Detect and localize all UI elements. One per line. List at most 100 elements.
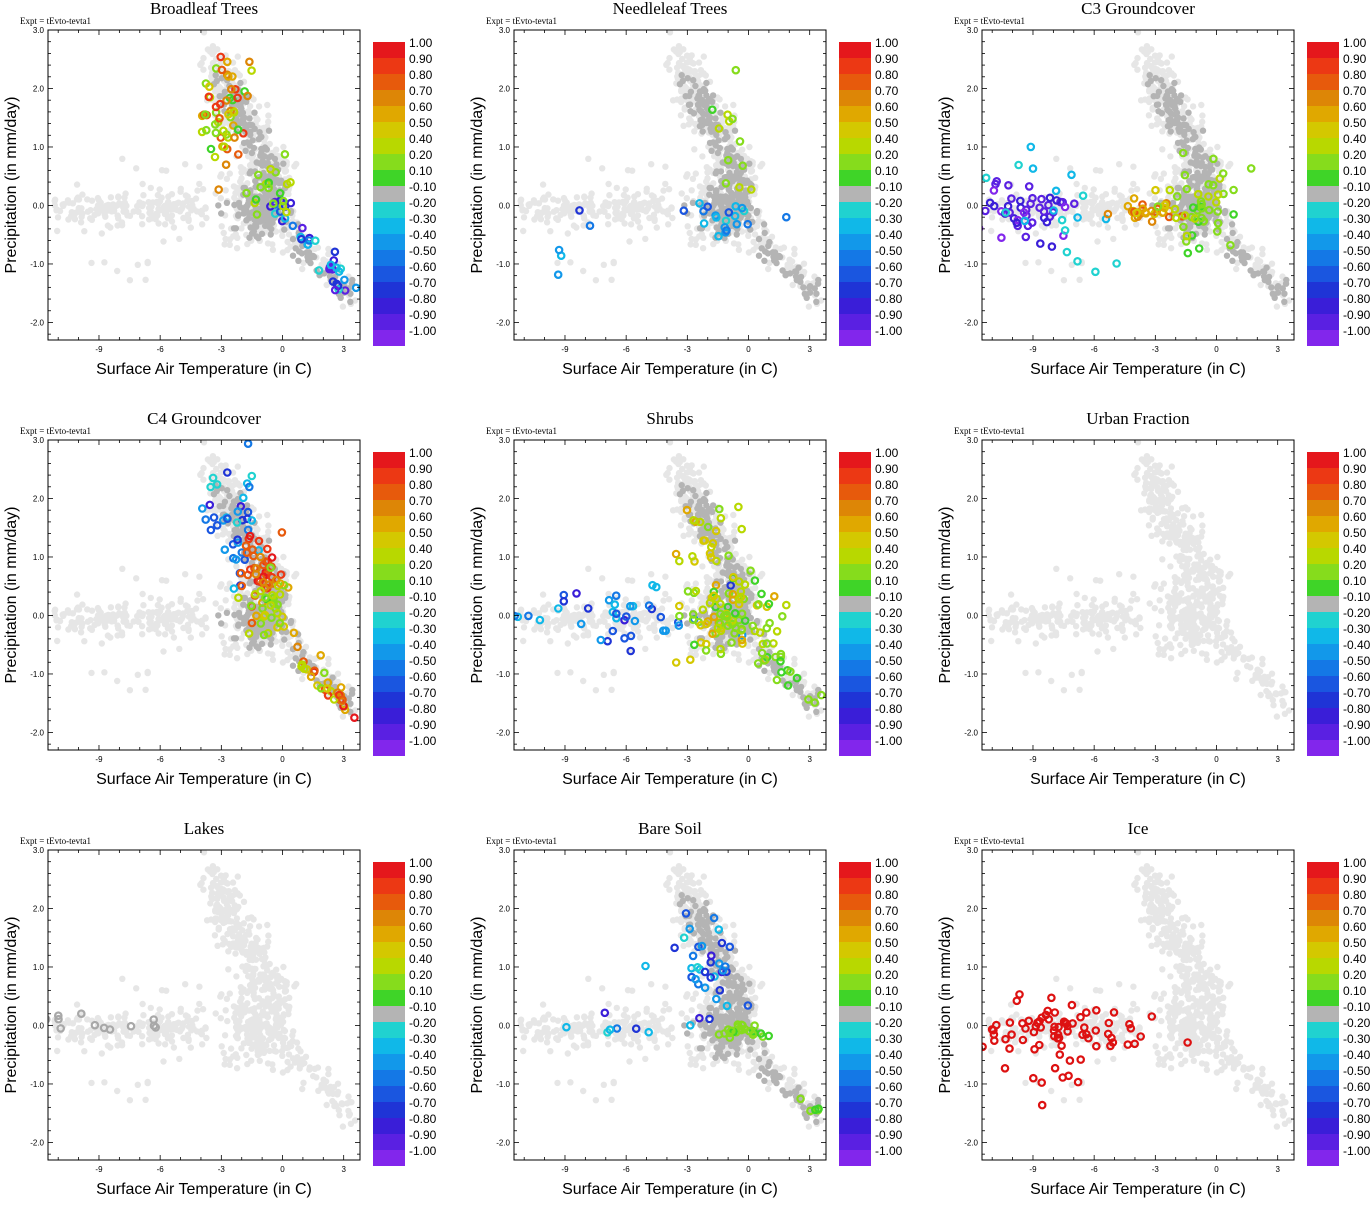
background-point bbox=[1089, 220, 1095, 226]
background-point bbox=[188, 617, 194, 623]
data-point bbox=[1113, 260, 1119, 266]
background-point bbox=[171, 224, 177, 230]
neutral-point bbox=[264, 146, 270, 152]
background-point bbox=[217, 583, 223, 589]
data-point bbox=[967, 214, 973, 220]
neutral-point bbox=[1166, 108, 1172, 114]
background-point bbox=[157, 596, 163, 602]
background-point bbox=[233, 231, 239, 237]
data-point bbox=[733, 67, 739, 73]
background-point bbox=[1169, 53, 1175, 59]
neutral-point bbox=[255, 235, 261, 241]
colorbar-swatch bbox=[839, 42, 871, 58]
colorbar-swatch bbox=[373, 218, 405, 234]
colorbar-swatch bbox=[373, 314, 405, 330]
neutral-point bbox=[249, 230, 255, 236]
neutral-point bbox=[1165, 123, 1171, 129]
background-point bbox=[781, 244, 787, 250]
data-point bbox=[991, 187, 997, 193]
background-point bbox=[224, 586, 230, 592]
background-point bbox=[678, 88, 684, 94]
background-point bbox=[162, 221, 168, 227]
data-point bbox=[976, 225, 982, 231]
neutral-point bbox=[1281, 291, 1287, 297]
data-point bbox=[1030, 165, 1036, 171]
background-point bbox=[1190, 103, 1196, 109]
data-point bbox=[206, 94, 212, 100]
neutral-point bbox=[692, 83, 698, 89]
background-point bbox=[1116, 161, 1122, 167]
background-point bbox=[691, 146, 697, 152]
expt-label: Expt = tEvto-tevta1 bbox=[20, 426, 91, 436]
neutral-point bbox=[1281, 299, 1287, 305]
background-point bbox=[120, 208, 126, 214]
colorbar-swatch bbox=[839, 122, 871, 138]
background-point bbox=[1097, 211, 1103, 217]
background-point bbox=[538, 216, 544, 222]
colorbar-swatch bbox=[839, 266, 871, 282]
neutral-point bbox=[708, 98, 714, 104]
colorbar-label: 0.80 bbox=[1343, 68, 1367, 82]
background-point bbox=[1053, 156, 1059, 162]
background-point bbox=[54, 228, 60, 234]
neutral-point bbox=[700, 128, 706, 134]
background-point bbox=[730, 102, 736, 108]
background-point bbox=[194, 618, 200, 624]
background-point bbox=[200, 55, 206, 61]
background-point bbox=[605, 221, 611, 227]
background-point bbox=[606, 192, 612, 198]
neutral-point bbox=[679, 72, 685, 78]
y-tick-label: 2.0 bbox=[33, 84, 45, 93]
background-point bbox=[601, 262, 607, 268]
background-point bbox=[202, 205, 208, 211]
neutral-point bbox=[268, 231, 274, 237]
background-point bbox=[340, 713, 346, 719]
neutral-point bbox=[1224, 253, 1230, 259]
neutral-point bbox=[1174, 110, 1180, 116]
background-point bbox=[554, 260, 560, 266]
neutral-point bbox=[290, 236, 296, 242]
background-point bbox=[553, 207, 559, 213]
neutral-point bbox=[1181, 132, 1187, 138]
neutral-point bbox=[746, 161, 752, 167]
background-point bbox=[183, 602, 189, 608]
neutral-point bbox=[739, 197, 745, 203]
colorbar-swatch bbox=[1307, 298, 1339, 314]
colorbar-label: 0.80 bbox=[875, 68, 899, 82]
x-tick-label: 3 bbox=[341, 345, 346, 354]
colorbar-label: -0.10 bbox=[1343, 180, 1370, 194]
background-point bbox=[135, 262, 141, 268]
neutral-point bbox=[230, 502, 236, 508]
points-layer bbox=[518, 29, 825, 310]
neutral-point bbox=[237, 80, 243, 86]
background-point bbox=[1122, 224, 1128, 230]
background-point bbox=[526, 201, 532, 207]
background-point bbox=[631, 193, 637, 199]
background-point bbox=[731, 240, 737, 246]
background-point bbox=[688, 59, 694, 65]
neutral-point bbox=[800, 284, 806, 290]
colorbar-swatch bbox=[373, 250, 405, 266]
background-point bbox=[81, 638, 87, 644]
data-point bbox=[982, 208, 988, 214]
background-point bbox=[179, 616, 185, 622]
background-point bbox=[194, 208, 200, 214]
neutral-point bbox=[249, 150, 255, 156]
background-point bbox=[565, 230, 571, 236]
background-point bbox=[523, 208, 529, 214]
colorbar-swatch bbox=[839, 298, 871, 314]
background-point bbox=[689, 187, 695, 193]
background-point bbox=[547, 228, 553, 234]
colorbar-label: 0.10 bbox=[875, 164, 899, 178]
background-point bbox=[155, 616, 161, 622]
background-point bbox=[660, 187, 666, 193]
background-point bbox=[1073, 181, 1079, 187]
background-point bbox=[683, 173, 689, 179]
background-point bbox=[1159, 146, 1165, 152]
background-point bbox=[1033, 230, 1039, 236]
x-tick-label: 0 bbox=[1214, 345, 1219, 354]
background-point bbox=[660, 208, 666, 214]
neutral-point bbox=[734, 231, 740, 237]
background-point bbox=[223, 462, 229, 468]
